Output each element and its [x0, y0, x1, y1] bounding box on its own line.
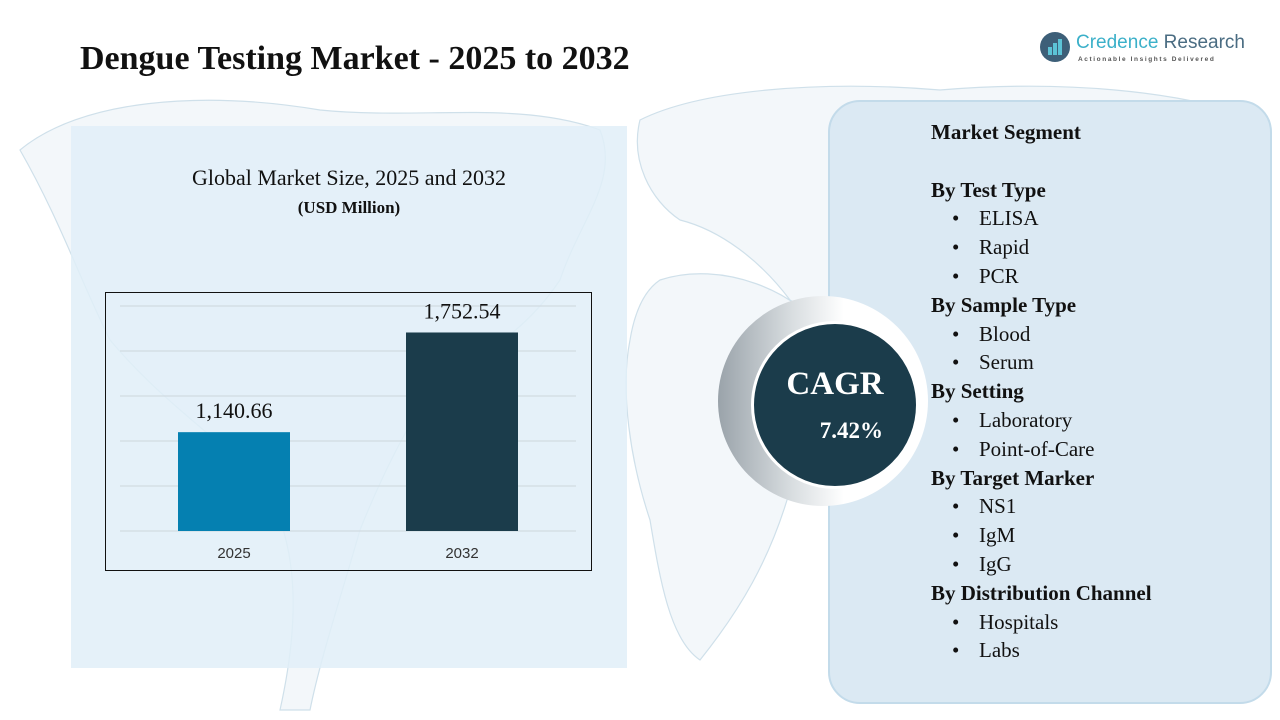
data-label: 1,752.54: [424, 298, 501, 323]
segment-heading: By Setting: [931, 379, 1024, 404]
cagr-value: 7.42%: [819, 418, 883, 443]
segment-heading: By Distribution Channel: [931, 580, 1152, 605]
market-segment-list: Market Segment By Test TypeELISARapidPCR…: [931, 118, 1152, 665]
bar-2025: [178, 432, 290, 531]
x-tick-label: 2025: [217, 545, 250, 562]
segment-heading: By Sample Type: [931, 292, 1077, 317]
segment-item: Point-of-Care: [931, 435, 1152, 464]
segment-item: PCR: [931, 262, 1152, 291]
credence-research-logo: Credence Research Actionable Insights De…: [1040, 30, 1255, 70]
segment-title: Market Segment: [931, 120, 1081, 144]
page-title: Dengue Testing Market - 2025 to 2032: [80, 40, 630, 77]
bar-2032: [406, 332, 518, 531]
cagr-label: CAGR: [786, 366, 884, 402]
segment-item: Rapid: [931, 233, 1152, 262]
chart-unit: (USD Million): [297, 198, 401, 217]
chart-title: Global Market Size, 2025 and 2032: [191, 165, 507, 190]
data-label: 1,140.66: [196, 398, 273, 423]
segment-item: Hospitals: [931, 608, 1152, 637]
logo-chart-icon: [1040, 32, 1070, 62]
segment-item: Labs: [931, 636, 1152, 665]
chart-frame: [105, 292, 592, 571]
x-tick-label: 2032: [445, 545, 478, 562]
segment-heading: By Target Marker: [931, 465, 1095, 490]
segment-item: IgM: [931, 521, 1152, 550]
cagr-badge: [751, 321, 919, 489]
segment-item: Laboratory: [931, 406, 1152, 435]
segment-item: NS1: [931, 492, 1152, 521]
segment-item: ELISA: [931, 204, 1152, 233]
bar-chart: 1,140.66 2025 1,752.54 2032: [120, 298, 576, 562]
segment-item: Serum: [931, 348, 1152, 377]
chart-panel: [71, 126, 627, 668]
segment-item: Blood: [931, 320, 1152, 349]
segment-item: IgG: [931, 550, 1152, 579]
segment-heading: By Test Type: [931, 177, 1046, 202]
logo-name: Credence: [1076, 32, 1159, 53]
logo-tagline: Actionable Insights Delivered: [1078, 56, 1216, 63]
logo-name-2: Research: [1158, 32, 1245, 53]
